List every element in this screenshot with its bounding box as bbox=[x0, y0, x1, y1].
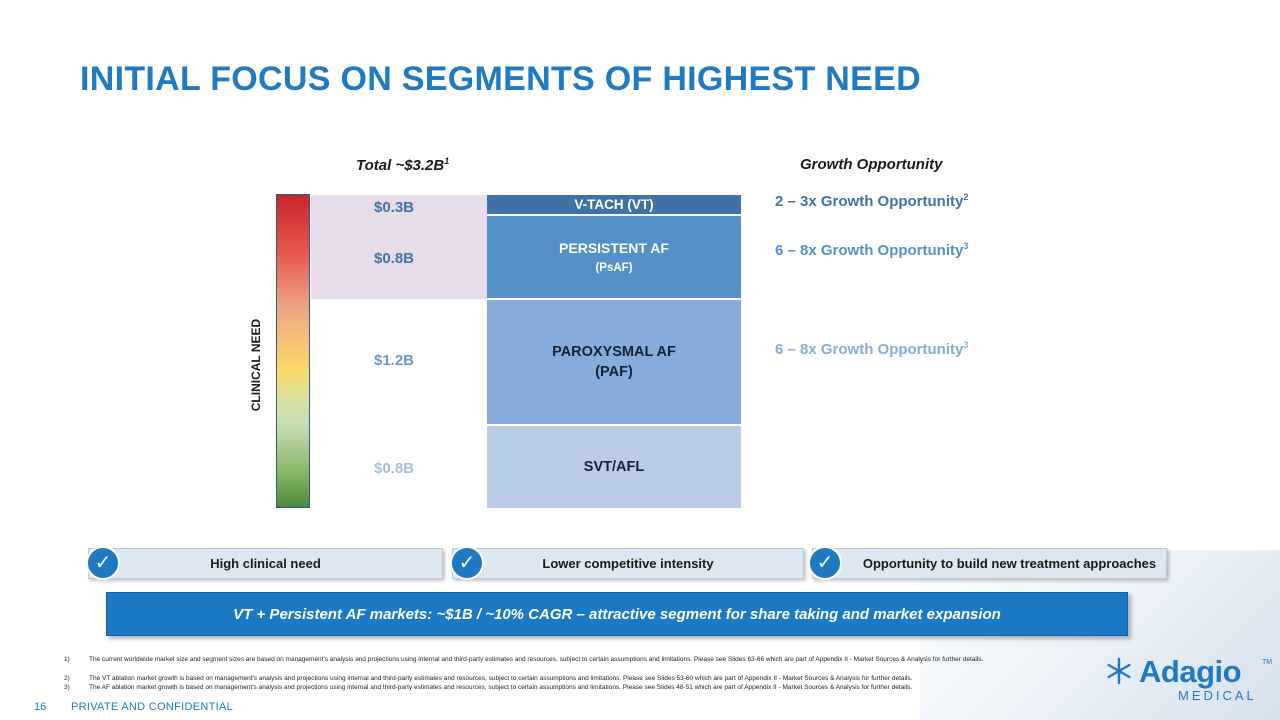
footnote-number: 1) bbox=[64, 656, 70, 663]
footnote: 2) The VT ablation market growth is based… bbox=[64, 675, 1054, 683]
logo-subtitle: MEDICAL bbox=[1178, 688, 1257, 703]
page-title: INITIAL FOCUS ON SEGMENTS OF HIGHEST NEE… bbox=[80, 60, 921, 98]
segment-paroxysmal-af: PAROXYSMAL AF (PAF) bbox=[487, 300, 741, 424]
highlight-region bbox=[311, 195, 487, 299]
growth-paf-footnote-ref: 3 bbox=[963, 340, 969, 350]
growth-psaf: 6 – 8x Growth Opportunity3 bbox=[775, 241, 968, 259]
value-svt: $0.8B bbox=[373, 460, 415, 477]
segment-svt-afl: SVT/AFL bbox=[487, 426, 741, 508]
footnote: 3) The AF ablation market growth is based… bbox=[64, 684, 1054, 692]
check-high-clinical-need: High clinical need bbox=[88, 548, 443, 579]
logo-wordmark: Adagio bbox=[1139, 654, 1242, 689]
check-competitive-intensity: Lower competitive intensity bbox=[452, 548, 804, 579]
total-market-header: Total ~$3.2B1 bbox=[356, 156, 449, 174]
segment-psaf-label: PERSISTENT AF bbox=[559, 240, 669, 256]
growth-vt: 2 – 3x Growth Opportunity2 bbox=[775, 192, 968, 210]
growth-psaf-text: 6 – 8x Growth Opportunity bbox=[775, 242, 964, 259]
total-market-label: Total ~$3.2B bbox=[356, 157, 445, 174]
growth-psaf-footnote-ref: 3 bbox=[963, 241, 969, 251]
segment-paf-sublabel: (PAF) bbox=[595, 364, 633, 380]
segment-paf-label: PAROXYSMAL AF bbox=[552, 344, 676, 360]
footnote: 1) The current worldwide market size and … bbox=[64, 656, 1054, 664]
segment-psaf-sublabel: (PsAF) bbox=[595, 262, 633, 274]
summary-banner: VT + Persistent AF markets: ~$1B / ~10% … bbox=[106, 592, 1128, 636]
checkmark-icon: ✓ bbox=[808, 546, 842, 580]
value-paf: $1.2B bbox=[373, 352, 415, 369]
segment-svt-label: SVT/AFL bbox=[583, 459, 645, 475]
segment-vt: V-TACH (VT) bbox=[487, 195, 741, 214]
footnote-text: The VT ablation market growth is based o… bbox=[89, 675, 913, 682]
check-competitive-intensity-label: Lower competitive intensity bbox=[542, 556, 714, 571]
check-new-treatment: Opportunity to build new treatment appro… bbox=[812, 548, 1167, 579]
clinical-need-label: CLINICAL NEED bbox=[249, 318, 263, 412]
growth-opportunity-header: Growth Opportunity bbox=[800, 156, 943, 173]
check-new-treatment-label: Opportunity to build new treatment appro… bbox=[862, 556, 1157, 571]
clinical-need-gradient-bar bbox=[276, 194, 310, 508]
check-high-clinical-need-label: High clinical need bbox=[210, 556, 321, 571]
confidentiality-notice: PRIVATE AND CONFIDENTIAL bbox=[71, 701, 234, 713]
segment-persistent-af: PERSISTENT AF (PsAF) bbox=[487, 216, 741, 298]
page-number: 16 bbox=[34, 701, 47, 713]
snowflake-logo-icon bbox=[1107, 657, 1131, 685]
growth-paf-text: 6 – 8x Growth Opportunity bbox=[775, 341, 964, 358]
growth-vt-text: 2 – 3x Growth Opportunity bbox=[775, 193, 964, 210]
value-psaf: $0.8B bbox=[373, 250, 415, 267]
growth-vt-footnote-ref: 2 bbox=[963, 192, 969, 202]
footnote-number: 3) bbox=[64, 684, 70, 691]
footnote-number: 2) bbox=[64, 675, 70, 682]
segment-vt-label: V-TACH (VT) bbox=[574, 197, 654, 212]
footnote-text: The current worldwide market size and se… bbox=[89, 656, 984, 663]
value-vt: $0.3B bbox=[373, 199, 415, 216]
logo-trademark: TM bbox=[1262, 659, 1273, 666]
footnote-text: The AF ablation market growth is based o… bbox=[89, 684, 913, 691]
growth-paf: 6 – 8x Growth Opportunity3 bbox=[775, 340, 968, 358]
total-footnote-ref: 1 bbox=[444, 156, 450, 166]
checkmark-icon: ✓ bbox=[450, 546, 484, 580]
checkmark-icon: ✓ bbox=[86, 546, 120, 580]
